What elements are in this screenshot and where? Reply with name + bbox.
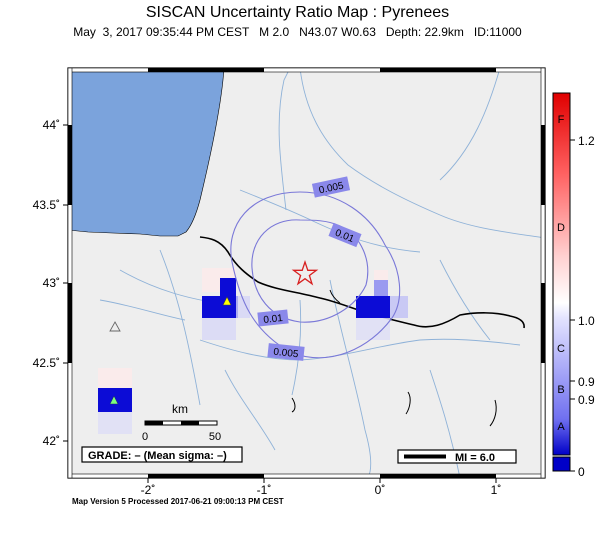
colorbar-letter: D	[557, 222, 565, 234]
scale-start: 0	[142, 431, 148, 443]
lat-tick-label: 43˚	[43, 276, 60, 290]
andorra-border	[329, 289, 341, 304]
lat-tick-label: 44˚	[43, 118, 60, 132]
event-info: May 3, 2017 09:35:44 PM CEST M 2.0 N43.0…	[73, 25, 522, 39]
colorbar-value: 1.0	[578, 314, 595, 328]
contour-label: 0.005	[318, 180, 345, 196]
colorbar-value: 0.9	[578, 393, 595, 407]
colorbar-zero-swatch	[552, 456, 571, 472]
footer-version: Map Version 5 Processed 2017-06-21 09:00…	[72, 497, 284, 506]
colorbar-letter: C	[557, 343, 565, 355]
station-triangle-icon	[109, 395, 119, 405]
scale-bar	[144, 420, 218, 426]
lat-tick-label: 42.5˚	[33, 356, 60, 370]
colorbar-letter: B	[557, 384, 564, 396]
station-triangle-icon	[109, 321, 121, 332]
mi-legend-box	[397, 449, 517, 464]
contour-label: 0.005	[273, 347, 299, 361]
lon-tick-label: -1˚	[257, 483, 272, 497]
lat-tick-label: 42˚	[43, 434, 60, 448]
lon-tick-marks	[147, 478, 497, 483]
contour-label-box	[257, 309, 289, 327]
colorbar-letter: A	[557, 421, 565, 433]
contour-label-box	[311, 176, 351, 198]
station-triangle-icon	[222, 296, 232, 306]
contour-label-box	[328, 222, 362, 248]
lat-tick-label: 43.5˚	[33, 198, 60, 212]
contour-label-box	[267, 343, 305, 361]
epicenter-star-icon	[291, 259, 319, 286]
coastline-islands	[291, 391, 497, 427]
frame-checkers	[67, 67, 546, 479]
colorbar-letter: F	[558, 114, 565, 126]
scale-unit: km	[172, 402, 188, 416]
uncertainty-cells	[98, 268, 408, 434]
lon-tick-label: 0˚	[375, 483, 386, 497]
colorbar	[552, 92, 571, 456]
scale-end: 50	[209, 431, 221, 443]
lat-tick-marks	[63, 124, 68, 442]
mi-legend-text: MI = 6.0	[455, 452, 495, 464]
grade-box	[81, 446, 243, 463]
lon-tick-label: -2˚	[141, 483, 156, 497]
colorbar-value: 0	[578, 465, 585, 479]
grade-text: GRADE: – (Mean sigma: –)	[88, 450, 227, 462]
bay-of-biscay	[68, 68, 225, 237]
colorbar-ticks	[570, 139, 575, 472]
colorbar-value: 1.2	[578, 134, 595, 148]
contour-label: 0.01	[263, 313, 284, 326]
colorbar-value: 0.9	[578, 375, 595, 389]
lon-tick-label: 1˚	[491, 483, 502, 497]
map-title: SISCAN Uncertainty Ratio Map : Pyrenees	[145, 4, 450, 21]
